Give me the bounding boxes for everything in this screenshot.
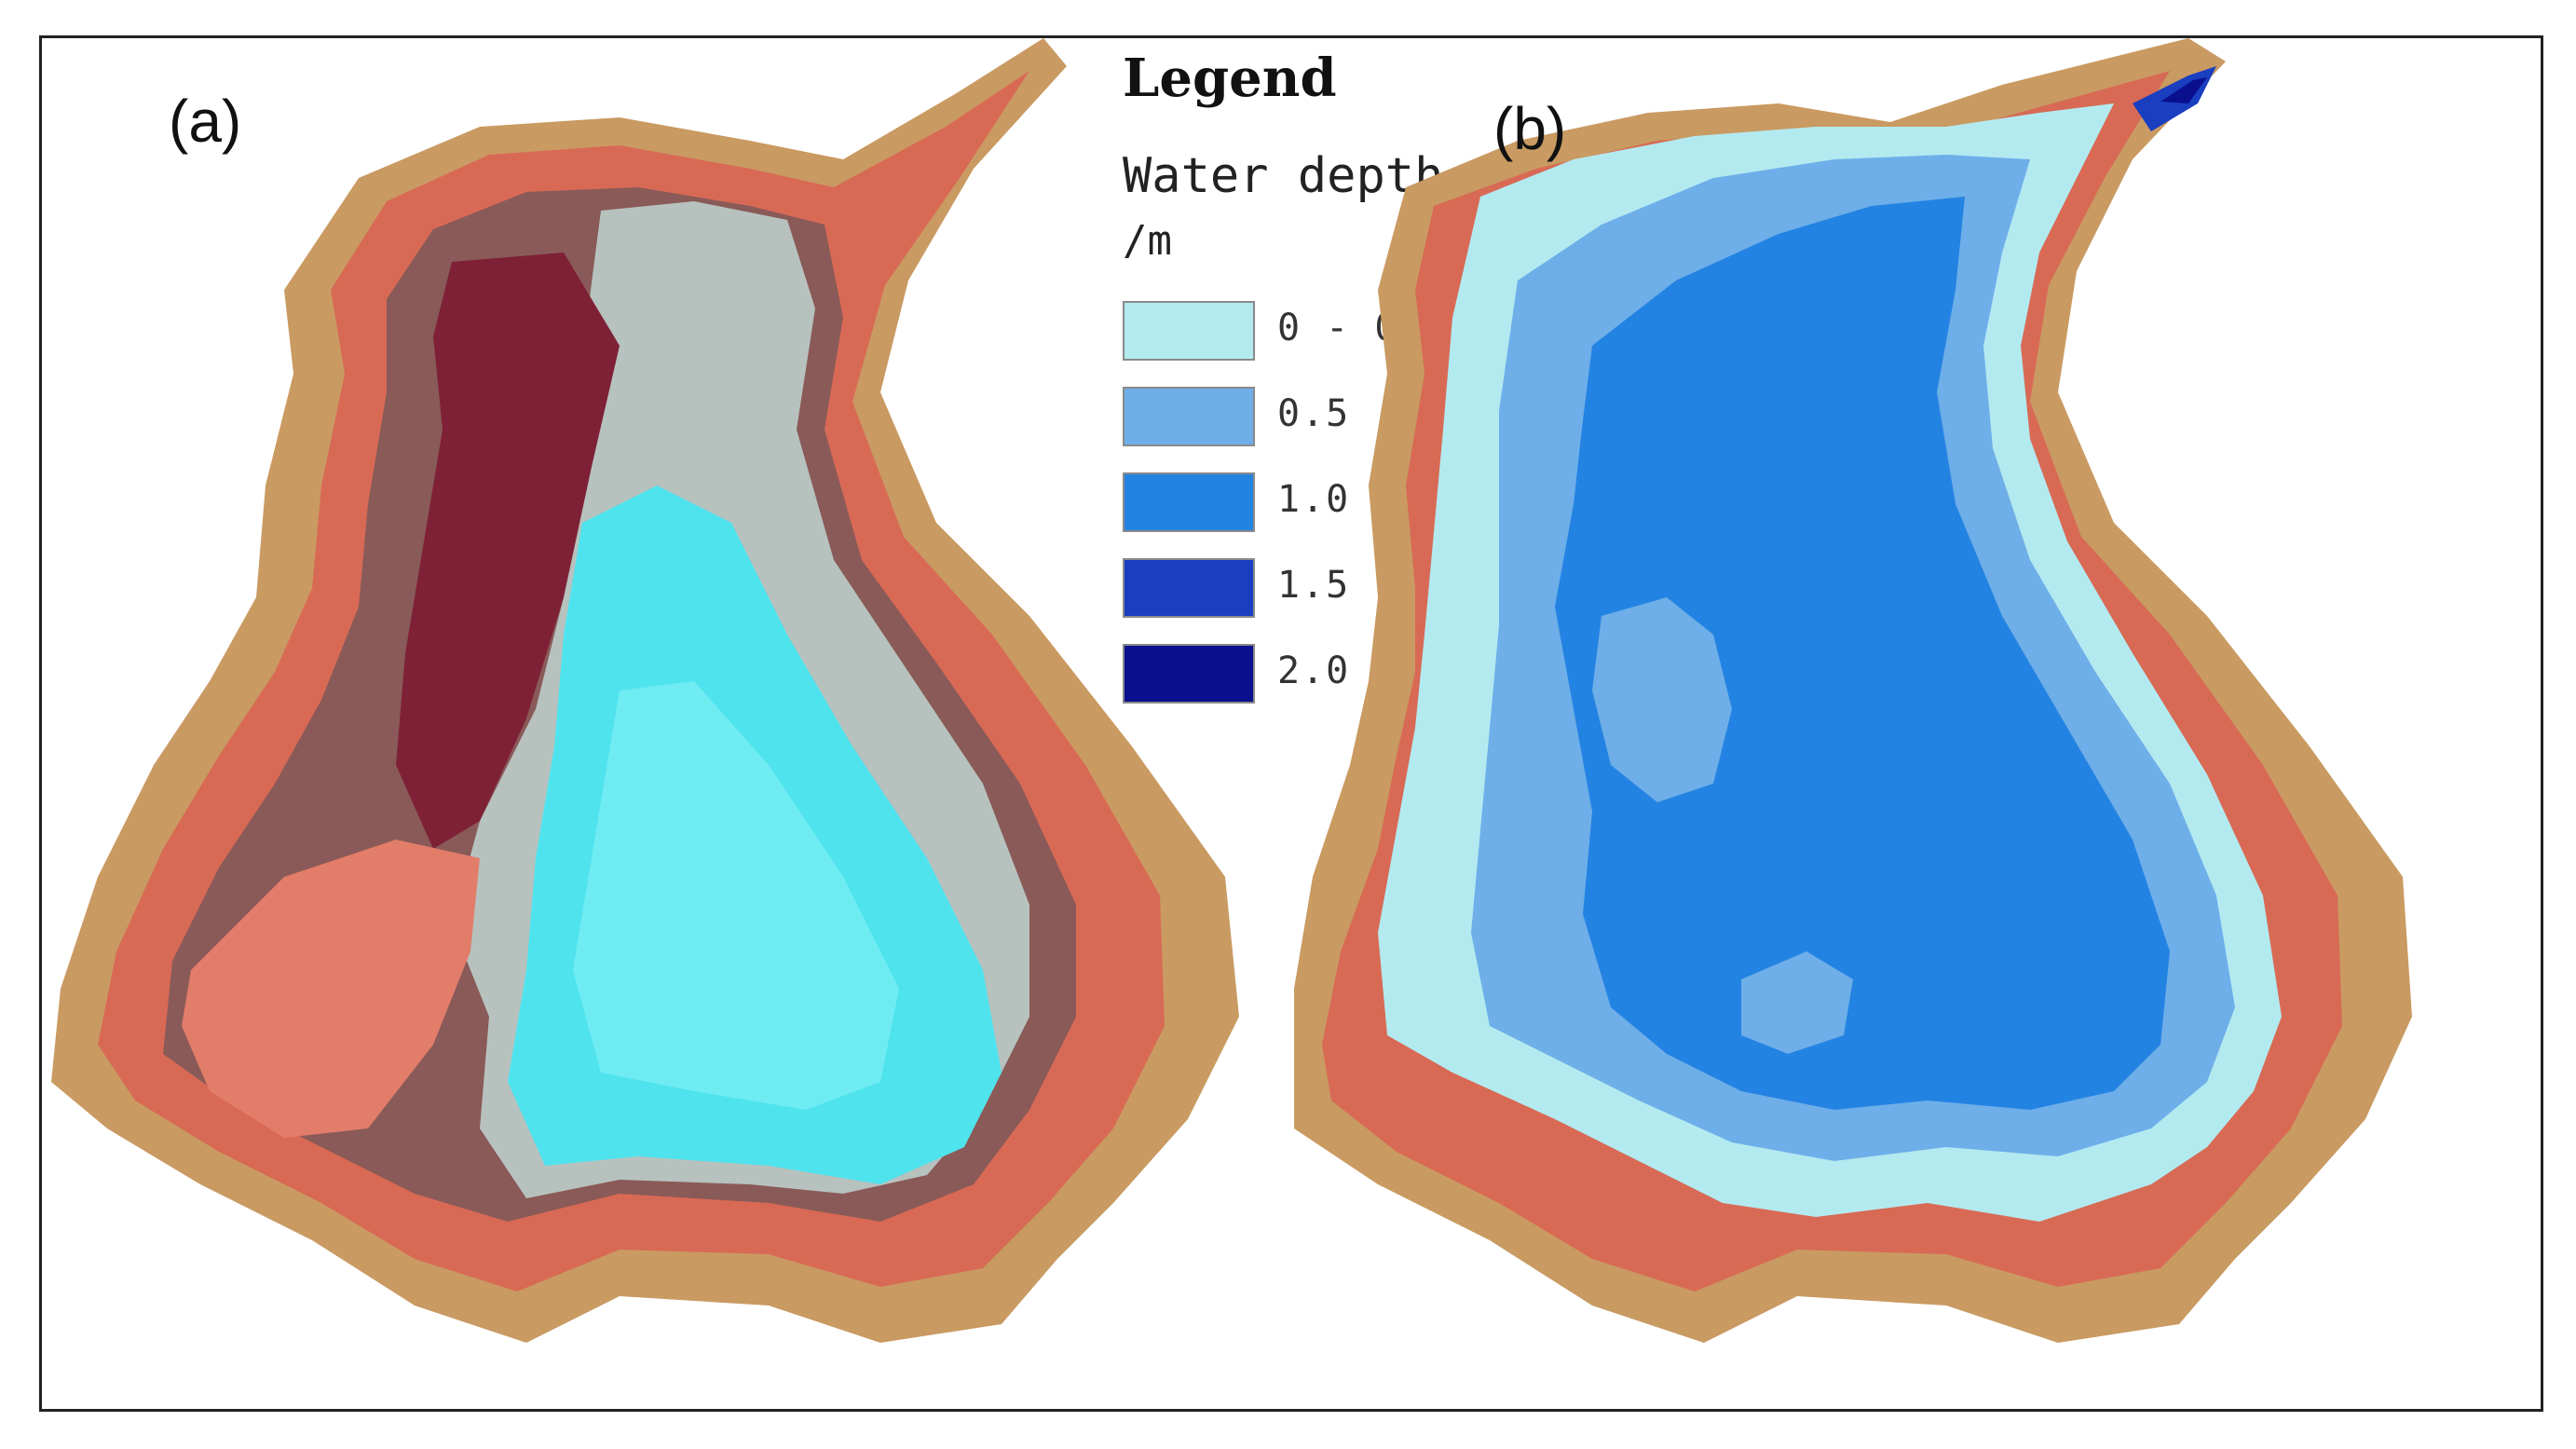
figure-frame: (a) Legend Water depth /m 0 - 0.5 0.5 - … xyxy=(39,35,2543,1412)
panel-a-satellite-image: (a) xyxy=(42,38,1294,1409)
legend-swatch xyxy=(1123,301,1255,361)
vegetation-zone xyxy=(396,253,620,849)
depth-island xyxy=(1741,951,1853,1054)
panel-b-water-depth-map: (b) xyxy=(1294,38,2541,1409)
depth-map xyxy=(1294,38,2412,1343)
depth-class-1.0-1.5 xyxy=(1555,197,2170,1110)
legend-swatch xyxy=(1123,387,1255,446)
legend-swatch xyxy=(1123,644,1255,704)
depth-island xyxy=(1592,597,1732,802)
legend-title: Legend xyxy=(1123,48,1337,109)
shallow-water-highlight xyxy=(573,681,899,1110)
legend-swatch xyxy=(1123,472,1255,532)
panel-a-label: (a) xyxy=(169,88,242,155)
legend-subtitle: Water depth xyxy=(1123,148,1444,204)
depth-class-2.0-6.0 xyxy=(2160,77,2207,103)
legend-swatch xyxy=(1123,558,1255,618)
panel-b-label: (b) xyxy=(1493,95,1567,162)
peninsula-zone xyxy=(182,840,480,1138)
satellite-map xyxy=(51,38,1239,1343)
legend-unit: /m xyxy=(1123,217,1172,265)
